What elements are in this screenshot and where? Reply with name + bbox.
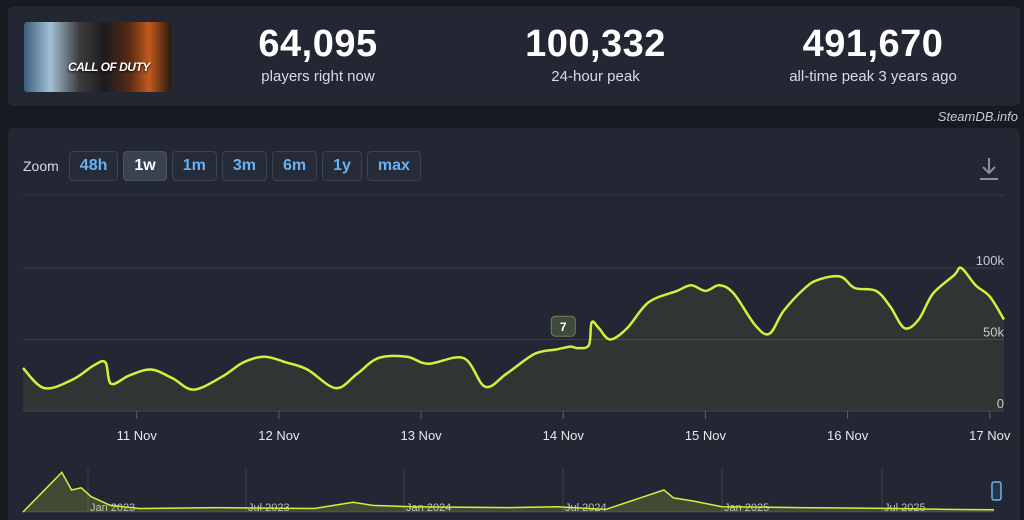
event-flag-label: 7: [560, 320, 567, 334]
navigator-label: Jan 2025: [724, 502, 769, 514]
zoom-1w-button[interactable]: 1w: [123, 151, 167, 181]
y-tick-label: 50k: [983, 325, 1004, 340]
x-tick-label: 13 Nov: [400, 428, 442, 443]
credit-link[interactable]: SteamDB.info: [937, 109, 1018, 124]
series-area: [23, 267, 1004, 411]
series-line: [22, 266, 1006, 391]
x-tick-label: 16 Nov: [827, 428, 869, 443]
stat-24h-peak: 100,332 24-hour peak: [508, 24, 683, 85]
zoom-1y-button[interactable]: 1y: [322, 151, 362, 181]
stat-label: 24-hour peak: [551, 68, 640, 85]
game-logo: CALL OF DUTY: [68, 60, 150, 74]
x-tick-label: 14 Nov: [543, 428, 585, 443]
navigator-label: Jan 2024: [406, 502, 451, 514]
zoom-label: Zoom: [23, 158, 59, 174]
stat-label: all-time peak 3 years ago: [789, 68, 957, 85]
navigator-label: Jan 2023: [90, 502, 135, 514]
stats-panel: CALL OF DUTY 64,095 players right now 10…: [8, 6, 1020, 106]
stat-current-players: 64,095 players right now: [238, 24, 398, 85]
x-tick-label: 11 Nov: [117, 428, 158, 443]
x-tick-label: 12 Nov: [258, 428, 300, 443]
x-tick-label: 17 Nov: [969, 428, 1011, 443]
zoom-controls: Zoom 48h 1w 1m 3m 6m 1y max: [23, 151, 421, 181]
zoom-max-button[interactable]: max: [366, 151, 421, 181]
zoom-6m-button[interactable]: 6m: [271, 151, 318, 181]
event-flag: [550, 315, 576, 337]
stat-value: 100,332: [525, 23, 666, 65]
stat-label: players right now: [261, 68, 375, 85]
chart-panel: [8, 128, 1020, 520]
x-tick-label: 15 Nov: [685, 428, 727, 443]
game-thumbnail[interactable]: CALL OF DUTY: [24, 22, 171, 92]
zoom-1m-button[interactable]: 1m: [171, 151, 217, 181]
navigator-area: [23, 472, 994, 512]
navigator-line: [22, 471, 995, 513]
zoom-48h-button[interactable]: 48h: [68, 151, 119, 181]
stat-all-time-peak: 491,670 all-time peak 3 years ago: [768, 24, 978, 85]
zoom-3m-button[interactable]: 3m: [221, 151, 267, 181]
navigator-handle[interactable]: [991, 481, 1002, 501]
y-tick-label: 0: [997, 396, 1004, 411]
stat-value: 491,670: [802, 23, 944, 65]
download-icon[interactable]: [978, 156, 1000, 182]
stat-value: 64,095: [258, 23, 378, 65]
y-tick-label: 100k: [976, 253, 1005, 268]
